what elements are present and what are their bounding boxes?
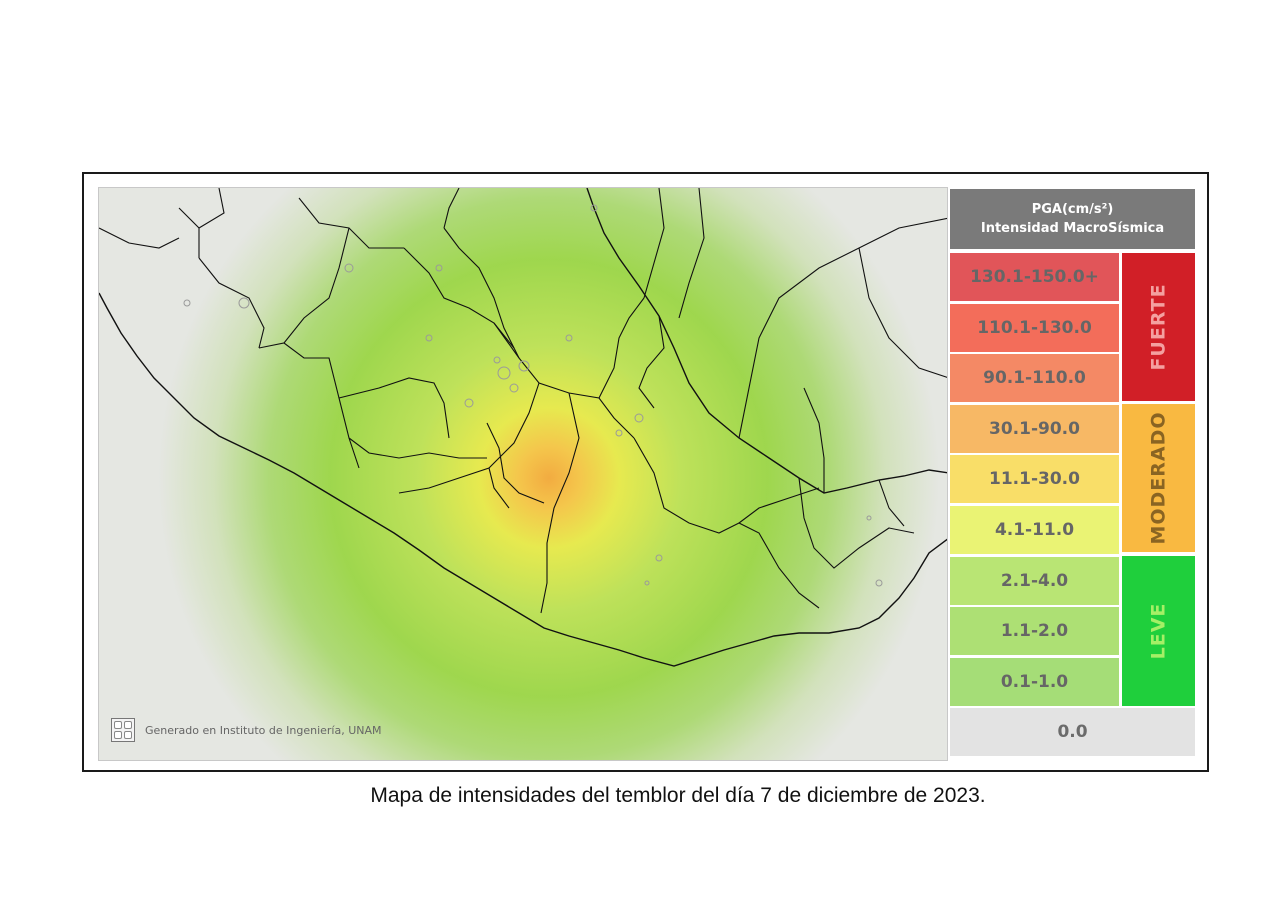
state-borders xyxy=(99,188,947,614)
pga-legend: PGA(cm/s²) Intensidad MacroSísmica 130.1… xyxy=(950,189,1195,757)
credit-text: Generado en Instituto de Ingeniería, UNA… xyxy=(145,723,382,737)
legend-row-zero: 0.0 xyxy=(950,708,1195,756)
legend-row-110-130: 110.1-130.0 xyxy=(950,303,1119,352)
legend-row-30-90: 30.1-90.0 xyxy=(950,404,1119,453)
legend-band-fuerte: FUERTE xyxy=(1122,253,1195,401)
legend-band-fuerte-label: FUERTE xyxy=(1147,283,1170,371)
legend-header-line2: Intensidad MacroSísmica xyxy=(980,221,1165,236)
legend-band-leve: LEVE xyxy=(1122,556,1195,706)
map-svg[interactable] xyxy=(99,188,948,761)
gulf-coastline xyxy=(586,188,947,494)
legend-row-1-2: 1.1-2.0 xyxy=(950,607,1119,656)
map-credit: Generado en Instituto de Ingeniería, UNA… xyxy=(111,718,382,742)
legend-row-11-30: 11.1-30.0 xyxy=(950,455,1119,504)
legend-row-2-4: 2.1-4.0 xyxy=(950,556,1119,605)
legend-band-moderado: MODERADO xyxy=(1122,404,1195,552)
lakes-and-municipalities xyxy=(183,204,883,587)
intensity-field xyxy=(99,188,947,760)
legend-row-90-110: 90.1-110.0 xyxy=(950,354,1119,403)
legend-band-leve-label: LEVE xyxy=(1147,602,1170,660)
legend-header: PGA(cm/s²) Intensidad MacroSísmica xyxy=(950,189,1195,249)
unam-logo-icon xyxy=(111,718,135,742)
legend-header-line1: PGA(cm/s²) xyxy=(1031,202,1114,217)
legend-row-130-150: 130.1-150.0+ xyxy=(950,253,1119,301)
legend-row-4-11: 4.1-11.0 xyxy=(950,505,1119,554)
legend-rows: 130.1-150.0+ 110.1-130.0 90.1-110.0 30.1… xyxy=(950,253,1119,708)
intensity-map[interactable]: Generado en Instituto de Ingeniería, UNA… xyxy=(98,187,948,761)
legend-band-moderado-label: MODERADO xyxy=(1147,411,1170,545)
pacific-coastline xyxy=(99,292,947,667)
legend-row-0-1: 0.1-1.0 xyxy=(950,657,1119,706)
figure-caption: Mapa de intensidades del temblor del día… xyxy=(370,784,986,807)
